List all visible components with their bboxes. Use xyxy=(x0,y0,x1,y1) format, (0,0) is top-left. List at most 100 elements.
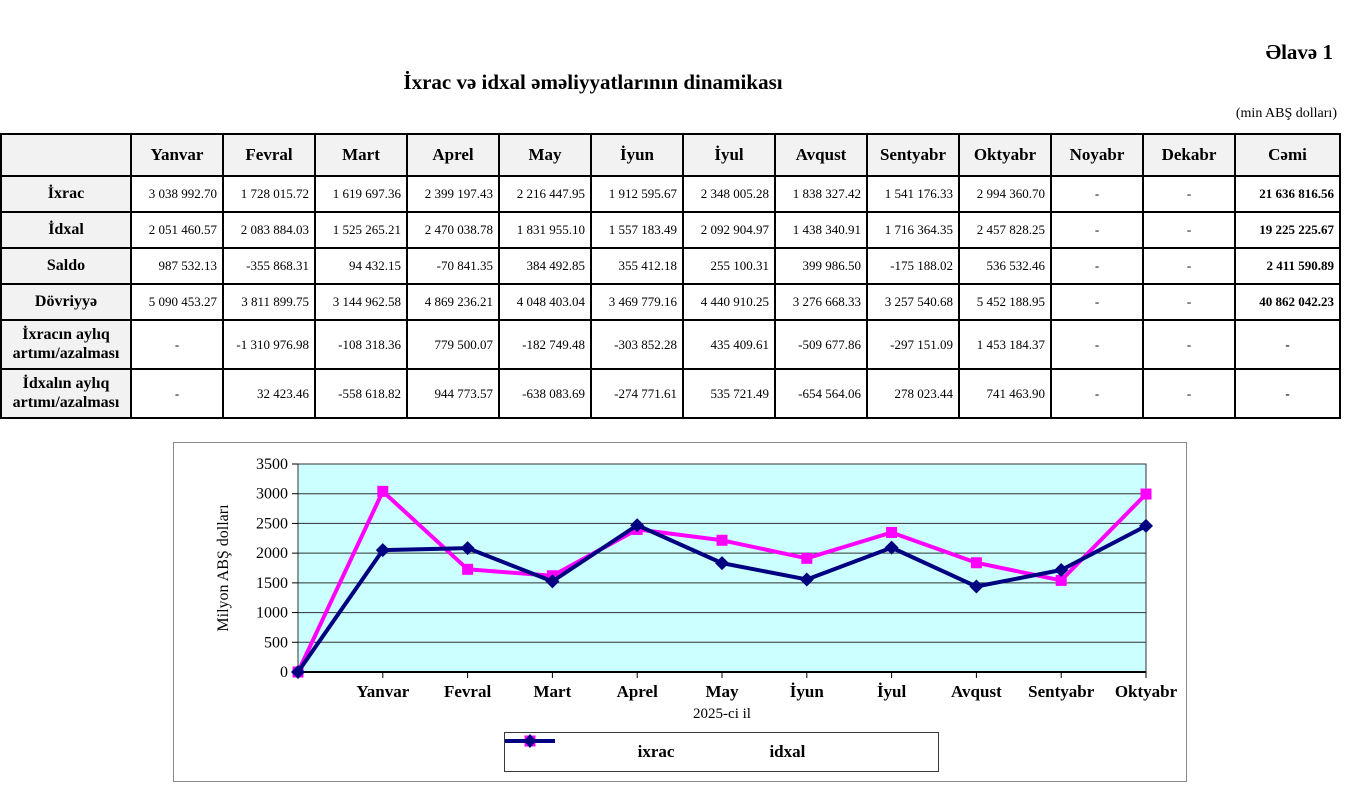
table-cell: 4 440 910.25 xyxy=(682,283,776,321)
x-tick-label: İyul xyxy=(877,682,907,701)
table-cell: 2 216 447.95 xyxy=(498,175,592,213)
column-header-fevral: Fevral xyxy=(222,133,316,177)
table-cell: 1 716 364.35 xyxy=(866,211,960,249)
table-row: İxrac 3 038 992.70 1 728 015.72 1 619 697.3… xyxy=(0,175,1341,213)
table-cell: 1 838 327.42 xyxy=(774,175,868,213)
idxal-marker xyxy=(630,518,645,533)
table-cell: 2 051 460.57 xyxy=(130,211,224,249)
y-tick-label: 3000 xyxy=(256,486,288,503)
legend-label-ixrac: ixrac xyxy=(637,742,675,761)
legend-entry-idxal: idxal xyxy=(505,734,806,762)
column-header-noyabr: Noyabr xyxy=(1050,133,1144,177)
table-cell: 3 144 962.58 xyxy=(314,283,408,321)
column-header-aprel: Aprel xyxy=(406,133,500,177)
idxal-marker xyxy=(969,579,984,594)
table-cell: - xyxy=(130,319,224,370)
table-cell: -108 318.36 xyxy=(314,319,408,370)
x-tick-label: May xyxy=(705,682,739,701)
ixrac-marker xyxy=(462,563,474,575)
table-cell: 21 636 816.56 xyxy=(1234,175,1341,213)
table-cell: 3 811 899.75 xyxy=(222,283,316,321)
table-cell: - xyxy=(130,368,224,419)
column-header-yanvar: Yanvar xyxy=(130,133,224,177)
table-cell: 1 831 955.10 xyxy=(498,211,592,249)
legend-entry-ixrac: ixrac xyxy=(505,735,675,762)
table-cell: - xyxy=(1142,211,1236,249)
table-cell: 1 525 265.21 xyxy=(314,211,408,249)
table-cell: - xyxy=(1142,319,1236,370)
legend-label-idxal: idxal xyxy=(769,742,806,761)
table-cell: 278 023.44 xyxy=(866,368,960,419)
table-cell: 4 048 403.04 xyxy=(498,283,592,321)
table-cell: 1 912 595.67 xyxy=(590,175,684,213)
table-cell: 2 399 197.43 xyxy=(406,175,500,213)
x-tick-label: Oktyabr xyxy=(1115,682,1178,701)
table-cell: 399 986.50 xyxy=(774,247,868,285)
table-cell: 19 225 225.67 xyxy=(1234,211,1341,249)
ixrac-marker xyxy=(886,526,898,538)
y-tick-label: 3500 xyxy=(256,456,288,473)
ixrac-marker xyxy=(1055,574,1067,586)
table-cell: 384 492.85 xyxy=(498,247,592,285)
column-header-i̇yul: İyul xyxy=(682,133,776,177)
table-cell: -182 749.48 xyxy=(498,319,592,370)
column-header-mart: Mart xyxy=(314,133,408,177)
table-cell: 32 423.46 xyxy=(222,368,316,419)
table-cell: 255 100.31 xyxy=(682,247,776,285)
x-tick-label: Yanvar xyxy=(356,682,409,701)
table-row: Dövriyyə 5 090 453.27 3 811 899.75 3 144 96… xyxy=(0,283,1341,321)
idxal-marker xyxy=(1139,518,1153,533)
ixrac-marker xyxy=(970,557,982,569)
table-row: Saldo 987 532.13 -355 868.31 94 432.15 -70 8… xyxy=(0,247,1341,285)
table-cell: - xyxy=(1050,368,1144,419)
table-cell: 987 532.13 xyxy=(130,247,224,285)
table-cell: 2 083 884.03 xyxy=(222,211,316,249)
column-header-i̇yun: İyun xyxy=(590,133,684,177)
table-cell: -558 618.82 xyxy=(314,368,408,419)
y-tick-label: 2000 xyxy=(256,545,288,562)
x-tick-label: İyun xyxy=(790,682,825,701)
table-cell: - xyxy=(1050,247,1144,285)
table-cell: - xyxy=(1234,368,1341,419)
table-cell: 355 412.18 xyxy=(590,247,684,285)
x-tick-label: Fevral xyxy=(444,682,491,701)
page-title: İxrac və idxal əməliyyatlarının dinamika… xyxy=(403,70,783,94)
table-cell: 3 276 668.33 xyxy=(774,283,868,321)
y-axis-title: Milyon ABŞ dolları xyxy=(215,504,232,632)
table-cell: -638 083.69 xyxy=(498,368,592,419)
table-cell: - xyxy=(1234,319,1341,370)
table-corner-cell xyxy=(0,133,132,177)
table-cell: 3 257 540.68 xyxy=(866,283,960,321)
unit-note: (min ABŞ dolları) xyxy=(1235,106,1337,121)
table-cell: -303 852.28 xyxy=(590,319,684,370)
table-cell: 779 500.07 xyxy=(406,319,500,370)
column-header-oktyabr: Oktyabr xyxy=(958,133,1052,177)
table-cell: 94 432.15 xyxy=(314,247,408,285)
table-cell: - xyxy=(1142,175,1236,213)
table-row: İdxal 2 051 460.57 2 083 884.03 1 525 265.2… xyxy=(0,211,1341,249)
table-cell: -175 188.02 xyxy=(866,247,960,285)
table-cell: 5 452 188.95 xyxy=(958,283,1052,321)
row-label: İdxal xyxy=(0,211,132,249)
table-cell: 2 470 038.78 xyxy=(406,211,500,249)
table-cell: -1 310 976.98 xyxy=(222,319,316,370)
table-cell: - xyxy=(1050,283,1144,321)
table-cell: -274 771.61 xyxy=(590,368,684,419)
chart-legend: ixrac idxal xyxy=(504,732,939,772)
column-header-may: May xyxy=(498,133,592,177)
export-import-table: Yanvar Fevral Mart Aprel May İyun İyul Avqust Se… xyxy=(0,133,1341,419)
table-cell: 40 862 042.23 xyxy=(1234,283,1341,321)
idxal-legend-marker-icon xyxy=(505,734,555,748)
table-cell: 2 092 904.97 xyxy=(682,211,776,249)
table-cell: 3 038 992.70 xyxy=(130,175,224,213)
x-axis-title: 2025-ci il xyxy=(693,706,751,722)
idxal-marker xyxy=(291,665,305,679)
table-cell: 5 090 453.27 xyxy=(130,283,224,321)
idxal-marker xyxy=(1054,562,1069,577)
table-cell: 1 557 183.49 xyxy=(590,211,684,249)
dynamics-line-chart: 0 500 1000 1500 2000 2500 3000 3500 Yanvar Fevral… xyxy=(173,442,1187,782)
table-cell: -70 841.35 xyxy=(406,247,500,285)
ixrac-marker xyxy=(377,485,389,497)
table-cell: - xyxy=(1142,247,1236,285)
table-cell: 1 453 184.37 xyxy=(958,319,1052,370)
